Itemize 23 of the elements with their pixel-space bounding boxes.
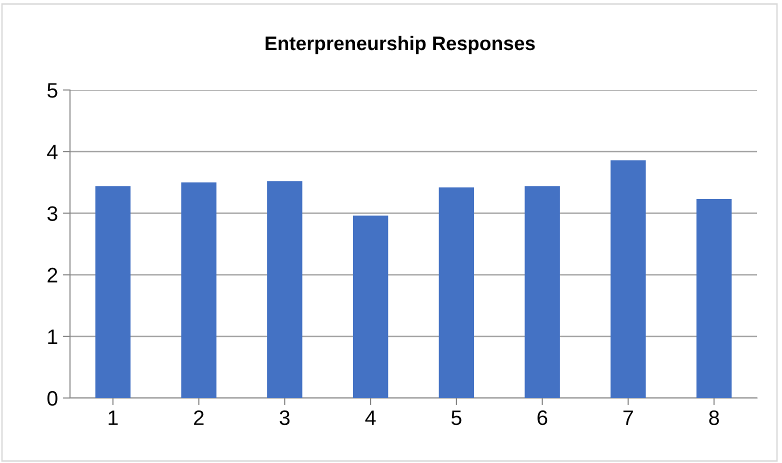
bar xyxy=(95,186,131,398)
bar xyxy=(696,199,732,398)
x-tick-label: 4 xyxy=(365,410,376,425)
y-tick-label: 5 xyxy=(47,83,58,98)
bar xyxy=(438,187,474,398)
x-tick-label: 7 xyxy=(623,410,633,425)
y-tick-label: 1 xyxy=(48,330,58,344)
x-tick-label: 6 xyxy=(538,410,548,426)
x-tick-label: 8 xyxy=(709,410,719,426)
x-tick-label: 5 xyxy=(451,410,462,426)
y-tick-label: 2 xyxy=(48,268,58,282)
chart-title: Enterpreneurship Responses xyxy=(266,36,535,54)
bar xyxy=(610,160,646,398)
x-tick-label: 2 xyxy=(194,410,204,425)
bar xyxy=(524,186,560,398)
bar xyxy=(267,181,302,398)
y-tick-label: 4 xyxy=(47,144,58,160)
y-tick-label: 3 xyxy=(47,206,58,221)
x-tick-label: 1 xyxy=(108,410,118,425)
y-tick-label: 0 xyxy=(47,391,58,406)
bar xyxy=(181,182,216,398)
bar xyxy=(352,216,388,398)
x-tick-label: 3 xyxy=(280,410,290,426)
